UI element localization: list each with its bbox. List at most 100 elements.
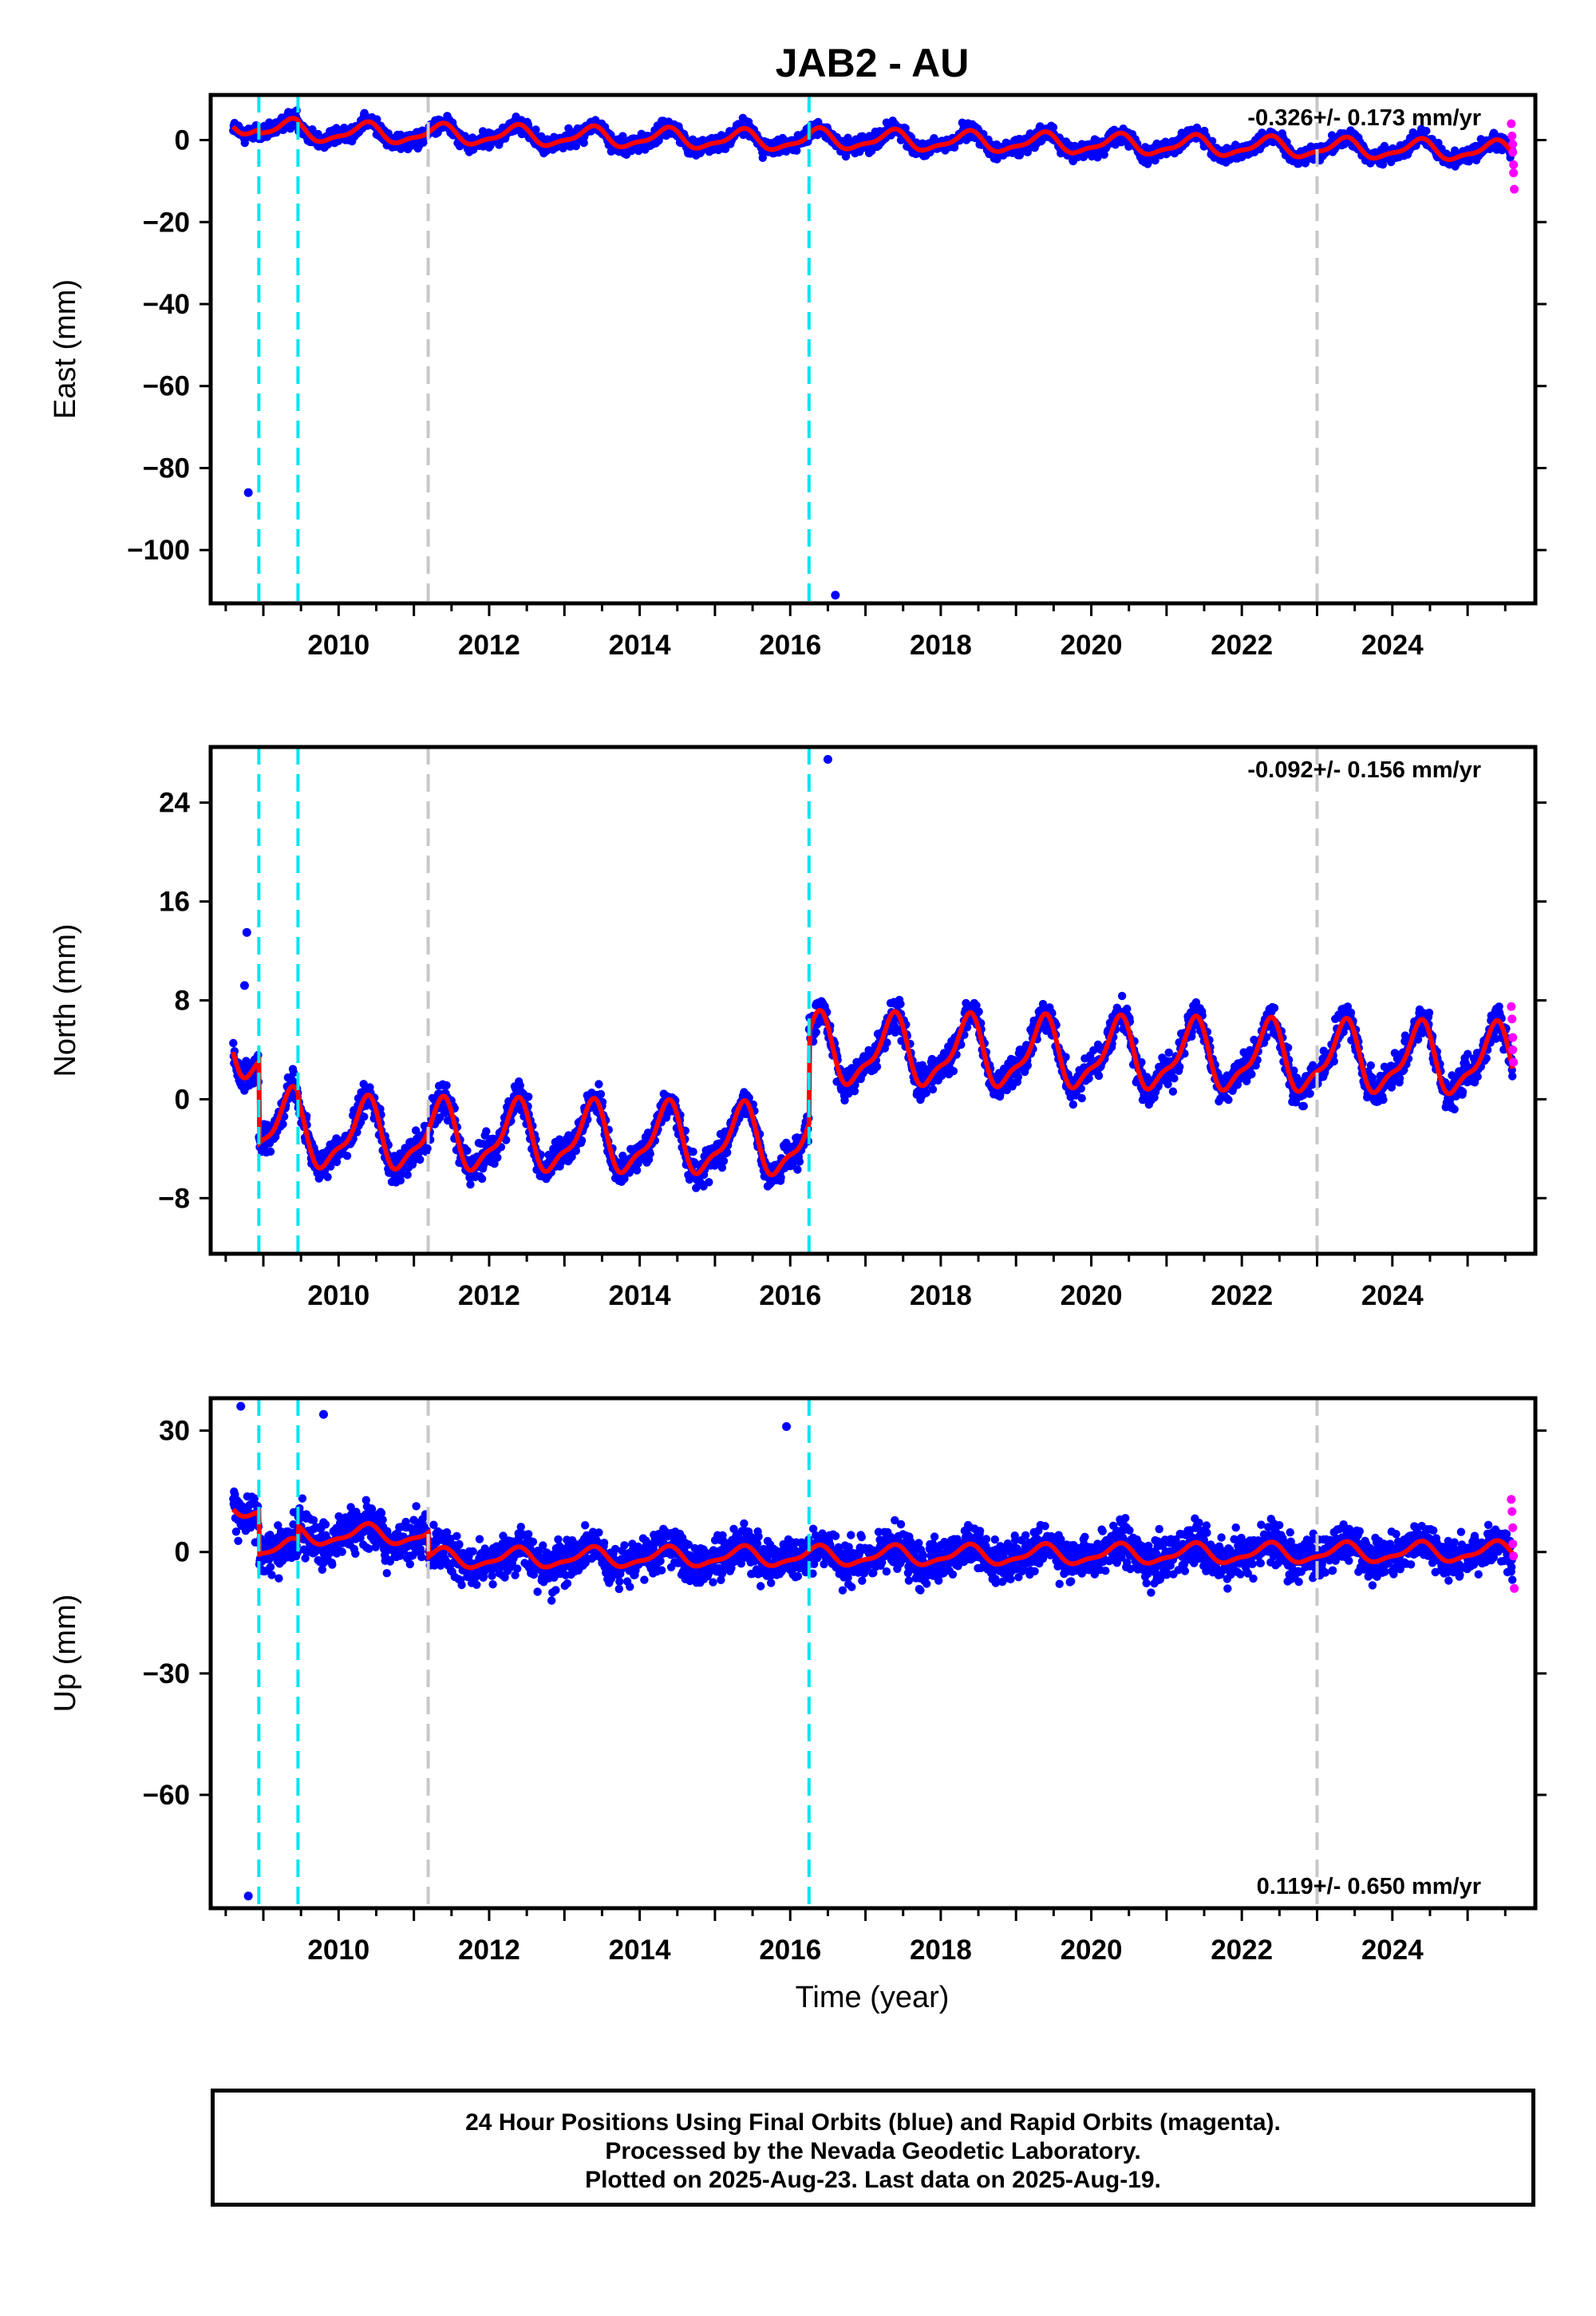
x-tick-label: 2024 — [1361, 630, 1424, 661]
final-point — [1100, 150, 1108, 159]
final-point — [717, 1163, 727, 1172]
final-point — [571, 1146, 580, 1156]
final-point — [531, 125, 540, 134]
final-point — [922, 1089, 930, 1097]
rapid-point — [1510, 184, 1519, 194]
final-point — [776, 1173, 785, 1182]
plot-title: JAB2 - AU — [776, 41, 970, 85]
final-point — [397, 1170, 406, 1179]
y-tick-label: −40 — [143, 289, 190, 320]
final-point — [928, 1085, 938, 1094]
final-point — [949, 1066, 958, 1076]
final-point — [883, 1038, 891, 1047]
final-point — [689, 1148, 697, 1156]
rapid-point — [1508, 148, 1518, 157]
x-tick-label: 2014 — [609, 630, 671, 661]
rapid-point — [1509, 168, 1519, 178]
final-point — [758, 153, 767, 162]
final-point — [482, 1127, 491, 1136]
final-point — [972, 1001, 981, 1010]
final-point — [974, 1007, 983, 1016]
outlier-point — [831, 591, 840, 600]
y-axis-label: East (mm) — [49, 279, 82, 419]
panels: 2010 2012 2014 2016 2018 2020 2022 2024 0 −20 −40 −… — [49, 93, 1547, 1966]
final-point — [1378, 160, 1388, 169]
final-point — [279, 1120, 287, 1128]
final-point — [872, 1062, 882, 1071]
plot-area — [229, 106, 1517, 600]
final-point — [323, 1172, 332, 1182]
final-point — [850, 1087, 859, 1096]
x-tick-label: 2010 — [307, 630, 369, 661]
rapid-point — [1509, 160, 1519, 169]
final-point — [524, 1093, 533, 1101]
x-tick-label: 2022 — [1211, 630, 1273, 661]
y-tick-label: −100 — [127, 535, 190, 566]
y-tick-label: 0 — [175, 125, 190, 156]
final-point — [1151, 156, 1159, 165]
panel-north: 2010 2012 2014 2016 2018 2020 2022 2024241680−8… — [49, 745, 1547, 1311]
final-point — [812, 1028, 820, 1037]
x-tick-label: 2016 — [759, 630, 821, 661]
final-point — [705, 1178, 713, 1187]
final-point — [840, 1096, 849, 1105]
panel-frame — [208, 93, 1538, 606]
final-point — [620, 1174, 629, 1184]
final-point — [396, 1176, 405, 1185]
final-point — [373, 115, 381, 124]
rapid-point — [1507, 131, 1517, 140]
model-fit-line — [231, 116, 1515, 162]
final-point — [595, 1080, 603, 1089]
final-point — [646, 1149, 654, 1158]
x-tick-label: 2018 — [910, 630, 972, 661]
final-point — [792, 146, 801, 155]
x-tick-label: 2020 — [1061, 630, 1123, 661]
x-tick-label: 2012 — [458, 630, 520, 661]
final-point — [843, 133, 852, 142]
velocity-label: -0.326+/- 0.173 mm/yr — [1247, 105, 1481, 131]
rapid-point — [1507, 119, 1516, 128]
y-tick-label: −60 — [143, 371, 190, 402]
y-tick-label: −20 — [143, 207, 190, 238]
final-point — [577, 1136, 587, 1145]
final-point — [466, 1180, 475, 1189]
final-point — [442, 1081, 451, 1090]
final-point — [463, 1146, 472, 1156]
final-point — [493, 1153, 502, 1162]
panel-east: 2010 2012 2014 2016 2018 2020 2022 2024 0 −20 −40 −… — [49, 93, 1547, 661]
final-point — [359, 1080, 368, 1089]
final-point — [342, 1152, 352, 1160]
final-point — [1422, 126, 1431, 136]
y-tick-label: −80 — [143, 453, 190, 484]
rapid-orbit-points — [1507, 119, 1519, 194]
final-point — [266, 1147, 275, 1156]
final-orbit-points — [229, 754, 1517, 1192]
final-point — [502, 1136, 511, 1144]
final-orbit-points — [229, 106, 1517, 600]
final-point — [618, 1152, 627, 1160]
final-point — [795, 1157, 804, 1166]
final-point — [360, 1113, 369, 1121]
final-point — [632, 1166, 642, 1175]
final-point — [477, 1174, 487, 1184]
final-point — [1049, 123, 1058, 132]
final-point — [416, 1155, 425, 1164]
final-point — [579, 138, 588, 148]
final-point — [403, 1170, 412, 1180]
final-point — [516, 1081, 524, 1090]
final-point — [423, 1144, 432, 1153]
final-point — [719, 1156, 729, 1166]
final-point — [896, 999, 905, 1009]
final-point — [289, 1068, 298, 1077]
final-point — [490, 1160, 499, 1168]
final-point — [918, 1061, 927, 1069]
plot-area — [229, 754, 1517, 1192]
rapid-point — [1508, 140, 1518, 149]
final-point — [723, 1148, 732, 1157]
final-point — [229, 1038, 238, 1048]
outlier-point — [243, 488, 253, 497]
final-point — [793, 1165, 802, 1174]
final-point — [567, 1152, 576, 1161]
final-point — [596, 1089, 606, 1099]
